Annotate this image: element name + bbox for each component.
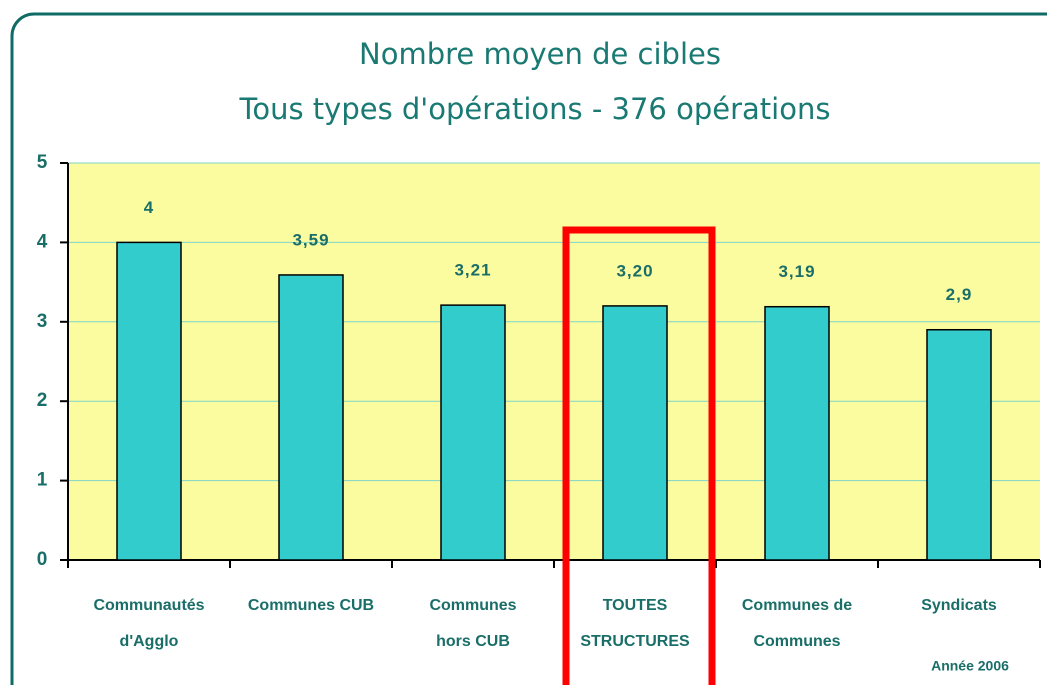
x-tick-label: Syndicats xyxy=(921,597,997,614)
bar xyxy=(927,330,991,560)
y-tick-label: 1 xyxy=(37,470,48,491)
value-label: 3,21 xyxy=(454,261,491,280)
y-tick-label: 5 xyxy=(37,152,48,173)
y-tick-label: 3 xyxy=(37,311,48,332)
bar xyxy=(603,306,667,560)
y-tick-label: 2 xyxy=(37,390,48,411)
bar xyxy=(441,305,505,560)
value-label: 2,9 xyxy=(946,285,973,304)
value-label: 3,19 xyxy=(778,262,815,281)
chart: Nombre moyen de cibles Tous types d'opér… xyxy=(0,0,1047,685)
value-label: 3,20 xyxy=(616,261,653,280)
value-label: 4 xyxy=(144,198,154,217)
y-tick-label: 4 xyxy=(37,231,48,252)
bar xyxy=(279,275,343,560)
x-tick-label: Communes CUB xyxy=(248,597,374,614)
y-tick-label: 0 xyxy=(37,549,48,570)
bar xyxy=(117,242,181,560)
chart-title: Nombre moyen de cibles xyxy=(359,37,721,71)
plot-area xyxy=(68,163,1040,560)
chart-subtitle: Tous types d'opérations - 376 opérations xyxy=(239,92,831,126)
annotation: Année 2006 xyxy=(931,658,1009,674)
value-label: 3,59 xyxy=(292,230,329,249)
bar xyxy=(765,307,829,560)
